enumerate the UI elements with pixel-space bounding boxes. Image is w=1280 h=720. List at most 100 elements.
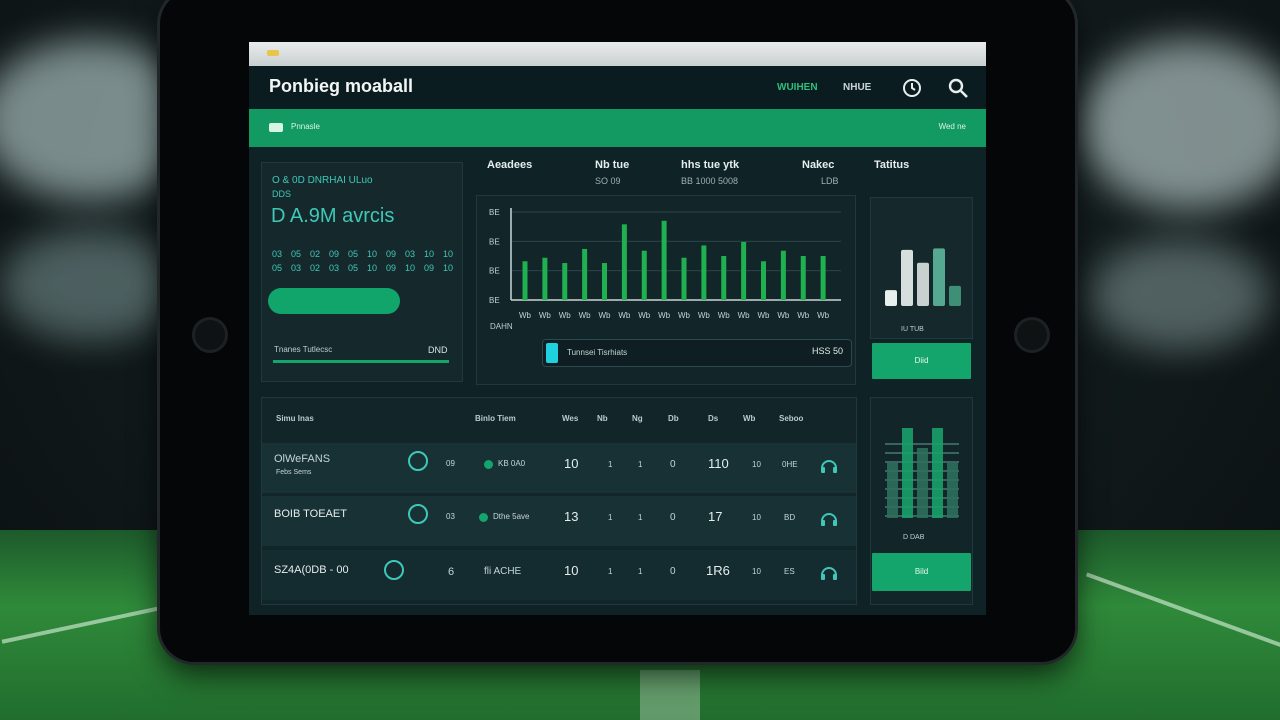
table-col-7[interactable]: Wb	[743, 414, 756, 423]
headset-icon[interactable]	[818, 562, 840, 584]
summary-grid-value: 10	[443, 249, 454, 259]
equalizer-panel: D DAB	[870, 397, 973, 605]
summary-footer-value: DND	[428, 345, 448, 355]
timeline-slider[interactable]: Tunnsei Tisrhiats HSS 50	[542, 339, 852, 367]
row-c4: 0	[670, 566, 676, 577]
search-icon[interactable]	[946, 76, 970, 100]
headset-icon[interactable]	[818, 455, 840, 477]
chart-xtick-label: Wb	[579, 311, 592, 320]
chart-xtick-label: Wb	[638, 311, 651, 320]
summary-grid-value: 09	[386, 263, 397, 273]
chart-xtick-label: Wb	[797, 311, 810, 320]
field-line-center	[640, 670, 700, 720]
toolbar-label[interactable]: Pnnasle	[291, 122, 320, 131]
chart-ytick-label: BE	[489, 237, 500, 246]
summary-grid-value: 05	[291, 249, 302, 259]
row-c7: 0HE	[782, 460, 798, 469]
summary-grid-value: 03	[405, 249, 416, 259]
stadium-light-right	[1080, 40, 1280, 210]
stadium-light-left-low	[0, 230, 180, 340]
summary-card-sub: DDS	[272, 189, 292, 199]
window-dot	[267, 50, 279, 56]
table-title: Simu Inas	[276, 414, 314, 423]
chart-bar	[621, 224, 627, 300]
side-chart-bar	[901, 249, 913, 306]
table-col-5[interactable]: Db	[668, 414, 679, 423]
row-c3: 1	[638, 567, 643, 576]
slider-label: Tunnsei Tisrhiats	[567, 348, 628, 357]
toolbar-right-link[interactable]: Wed ne	[938, 122, 966, 131]
chart-xtick-label: Wb	[519, 311, 532, 320]
kpi-label-2: Nb tue	[595, 159, 630, 171]
equalizer-bar	[932, 428, 943, 518]
chart-ytick-label: BE	[489, 267, 500, 276]
table-row[interactable]: SZ4A(0DB - 00 6 fli ACHE 10 1 1 0 1R6 10…	[262, 550, 856, 600]
chart-xtick-label: Wb	[738, 311, 751, 320]
tablet-camera-right	[1014, 317, 1050, 353]
summary-grid-value: 10	[367, 249, 378, 259]
equalizer-bar	[887, 463, 898, 518]
table-col-8[interactable]: Seboo	[779, 414, 804, 423]
side-chart-panel: IU TUB	[870, 197, 973, 339]
row-mark: 6	[448, 566, 455, 578]
row-name: SZ4A(0DB - 00	[274, 564, 349, 576]
table-col-2[interactable]: Wes	[562, 414, 579, 423]
row-name: BOIB TOEAET	[274, 508, 347, 520]
table-col-6[interactable]: Ds	[708, 414, 719, 423]
row-c4: 0	[670, 459, 676, 470]
chart-bar	[562, 263, 568, 300]
kpi-sub-4: LDB	[821, 176, 839, 186]
row-c4: 0	[670, 512, 676, 523]
table-row[interactable]: OlWeFANS Febs Sems 09 KB 0A0 10 1 1 0 11…	[262, 443, 856, 493]
chart-bar	[661, 220, 667, 300]
summary-progress-bar	[273, 360, 449, 363]
row-team: KB 0A0	[498, 459, 526, 468]
row-team: fli ACHE	[484, 566, 522, 577]
summary-grid-value: 10	[405, 263, 416, 273]
chart-bar	[741, 241, 747, 300]
table-col-1[interactable]: Binlo Tiem	[475, 414, 516, 423]
headset-icon[interactable]	[818, 508, 840, 530]
chart-xtick-label: Wb	[718, 311, 731, 320]
equalizer-bar	[917, 448, 928, 518]
table-col-4[interactable]: Ng	[632, 414, 643, 423]
nav-item-secondary[interactable]: NHUE	[843, 82, 872, 93]
summary-metric: D A.9M avrcis	[271, 205, 395, 227]
equalizer-button[interactable]: Bild	[872, 553, 971, 591]
summary-grid-value: 02	[310, 249, 321, 259]
chart-ytick-label: BE	[489, 208, 500, 217]
summary-grid-value: 05	[272, 263, 283, 273]
table-col-3[interactable]: Nb	[597, 414, 608, 423]
table-row[interactable]: BOIB TOEAET 03 Dthe 5ave 13 1 1 0 17 10 …	[262, 496, 856, 546]
row-mark: 03	[446, 512, 455, 521]
row-c5: 17	[708, 509, 723, 524]
row-team: Dthe 5ave	[493, 512, 530, 521]
chart-bar	[800, 256, 806, 300]
summary-card: O & 0D DNRHAI ULuo DDS D A.9M avrcis 03 0…	[261, 162, 463, 382]
toolbar-icon[interactable]	[269, 123, 283, 132]
side-chart-button[interactable]: Diid	[872, 343, 971, 379]
chart-xtick-label: Wb	[559, 311, 572, 320]
status-ring-icon	[384, 560, 404, 580]
summary-grid-value: 10	[443, 263, 454, 273]
row-c5: 1R6	[706, 563, 730, 578]
summary-wave-shape	[268, 288, 400, 314]
summary-grid-value: 03	[272, 249, 283, 259]
equalizer-bar	[902, 428, 913, 518]
chart-bar	[721, 256, 727, 300]
chart-bar	[641, 250, 647, 300]
tablet-camera-left	[192, 317, 228, 353]
summary-grid-value: 09	[424, 263, 435, 273]
slider-value: HSS 50	[811, 346, 843, 356]
nav-item-primary[interactable]: WUIHEN	[777, 82, 818, 93]
row-c6: 10	[752, 513, 761, 522]
chart-xlabel: DAHN	[490, 322, 513, 331]
chart-bar	[602, 263, 607, 300]
chart-xtick-label: Wb	[817, 311, 830, 320]
bar-chart: BE BE BE BE Wb Wb Wb Wb Wb Wb Wb Wb Wb Wb Wb Wb Wb Wb Wb Wb	[489, 208, 841, 320]
clock-icon[interactable]	[900, 76, 924, 100]
slider-handle[interactable]	[546, 343, 558, 363]
data-table: Simu Inas Binlo Tiem Wes Nb Ng Db Ds Wb …	[261, 397, 857, 605]
row-c5: 110	[708, 456, 729, 471]
row-sub: Febs Sems	[276, 469, 312, 476]
